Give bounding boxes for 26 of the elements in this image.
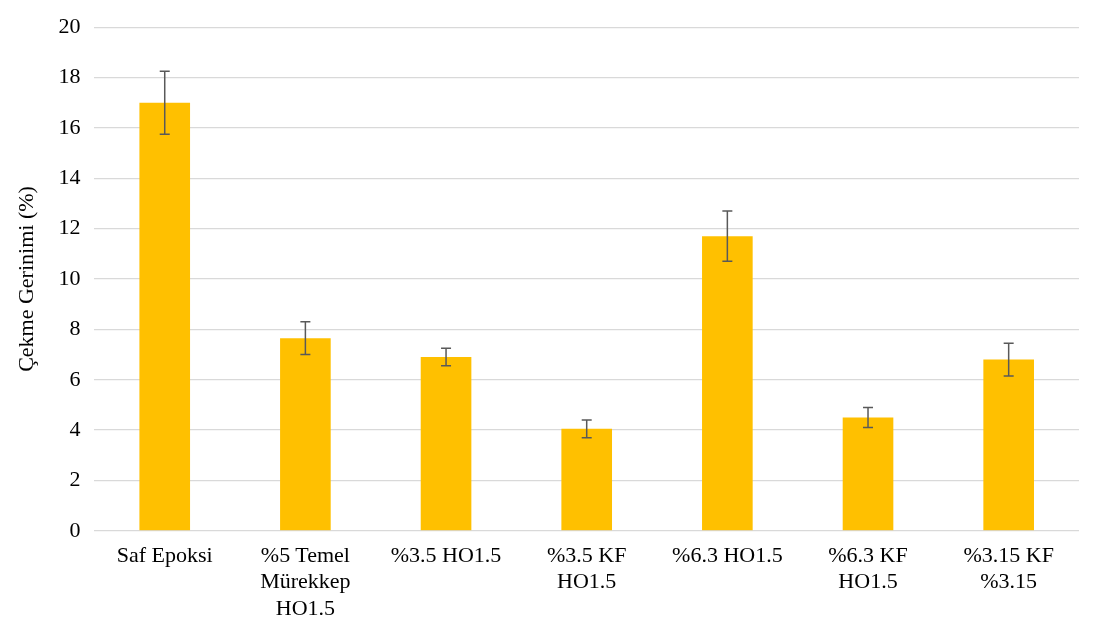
y-tick-label: 2 <box>69 466 81 492</box>
y-tick-label: 4 <box>69 415 81 441</box>
bar <box>561 428 613 531</box>
bar <box>139 102 191 531</box>
bar <box>842 417 894 531</box>
bar <box>983 359 1034 531</box>
bar <box>420 357 472 531</box>
x-tick-label: %6.3 HO1.5 <box>672 541 783 567</box>
x-tick-label: %6.3 KF HO1.5 <box>828 541 908 594</box>
y-tick-label: 14 <box>58 164 81 190</box>
x-tick-label: %3.15 KF %3.15 <box>963 541 1054 594</box>
x-tick-label: %5 Temel Mürekkep HO1.5 <box>260 541 351 620</box>
y-tick-label: 6 <box>69 365 81 391</box>
x-tick-label: %3.5 KF HO1.5 <box>546 541 627 594</box>
y-tick-label: 16 <box>58 113 81 139</box>
y-tick-label: 8 <box>69 315 81 341</box>
x-tick-label: Saf Epoksi <box>116 541 213 567</box>
y-tick-label: 18 <box>58 63 81 89</box>
bar <box>280 338 331 531</box>
y-tick-label: 20 <box>58 12 81 38</box>
y-tick-label: 12 <box>58 214 81 240</box>
y-tick-label: 0 <box>69 516 81 542</box>
x-tick-label: %3.5 HO1.5 <box>390 541 502 567</box>
y-tick-label: 10 <box>58 264 81 290</box>
bar <box>702 236 753 531</box>
y-axis-title: Çekme Gerinimi (%) <box>12 186 38 372</box>
